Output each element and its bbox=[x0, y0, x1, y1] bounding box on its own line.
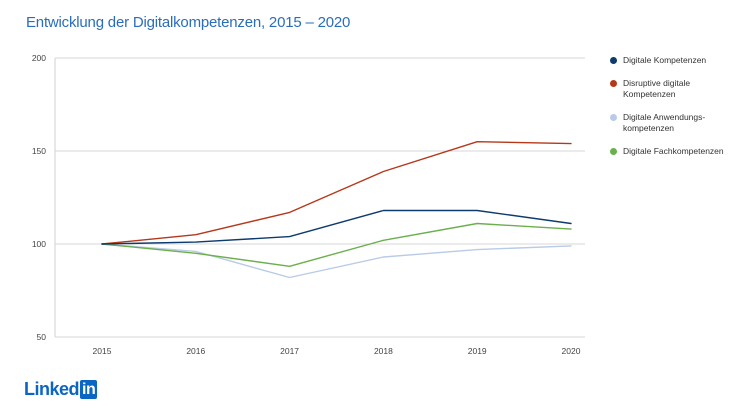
x-tick-label-2017: 2017 bbox=[280, 346, 299, 356]
legend-label-1: Digitale Kompetenzen bbox=[623, 55, 707, 65]
logo-box: in bbox=[80, 379, 98, 399]
y-tick-label-100: 100 bbox=[32, 239, 46, 249]
legend-dot-3 bbox=[610, 114, 617, 121]
legend-item-2: Disruptive digitale Kompetenzen bbox=[610, 78, 740, 100]
legend-item-3: Digitale Anwendungs-kompetenzen bbox=[610, 112, 740, 134]
x-tick-label-2020: 2020 bbox=[562, 346, 581, 356]
series-line-4 bbox=[101, 222, 572, 267]
x-tick-label-2018: 2018 bbox=[374, 346, 393, 356]
x-tick-label-2016: 2016 bbox=[186, 346, 205, 356]
legend-dot-1 bbox=[610, 57, 617, 64]
logo-text: Linked bbox=[24, 378, 80, 399]
legend-label-3: Digitale Anwendungs-kompetenzen bbox=[623, 112, 706, 133]
x-tick-label-2019: 2019 bbox=[468, 346, 487, 356]
linkedin-logo: Linked in bbox=[24, 378, 98, 400]
y-tick-label-150: 150 bbox=[32, 146, 46, 156]
x-tick-label-2015: 2015 bbox=[93, 346, 112, 356]
legend-item-1: Digitale Kompetenzen bbox=[610, 55, 740, 66]
y-tick-label-50: 50 bbox=[37, 332, 47, 342]
y-tick-label-200: 200 bbox=[32, 53, 46, 63]
legend-label-4: Digitale Fachkompetenzen bbox=[623, 146, 724, 156]
chart-title: Entwicklung der Digitalkompetenzen, 2015… bbox=[26, 14, 351, 31]
legend-dot-2 bbox=[610, 80, 617, 87]
series-line-1 bbox=[101, 209, 572, 245]
legend-label-2: Disruptive digitale Kompetenzen bbox=[623, 78, 691, 99]
chart-legend: Digitale Kompetenzen Disruptive digitale … bbox=[610, 55, 740, 169]
legend-dot-4 bbox=[610, 148, 617, 155]
legend-item-4: Digitale Fachkompetenzen bbox=[610, 146, 740, 157]
series-line-3 bbox=[101, 243, 572, 279]
series-line-2 bbox=[101, 140, 572, 245]
